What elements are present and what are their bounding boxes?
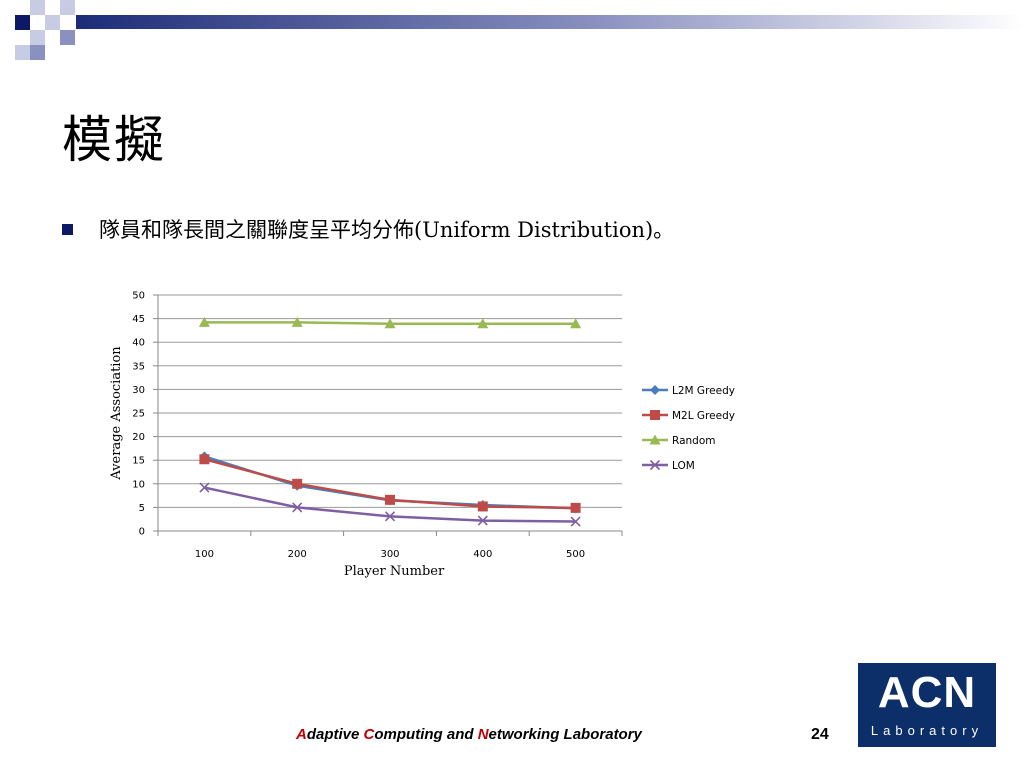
page-number: 24 [811,726,829,743]
footer-part: N [477,726,489,743]
header-decoration [15,0,1024,60]
decor-square [15,45,30,60]
x-tick-label: 200 [288,549,307,560]
data-point [198,316,210,327]
y-tick-label: 45 [132,314,145,325]
y-tick-label: 25 [132,409,145,420]
bullet-text: 隊員和隊長間之關聯度呈平均分佈(Uniform Distribution)。 [99,218,675,242]
decor-square [60,30,75,45]
data-point [477,318,489,329]
decor-square [60,0,75,15]
decor-square [30,0,45,15]
logo-sub-text: Laboratory [870,723,984,738]
y-axis-label: Average Association [109,346,124,481]
line-chart: Average Association Player Number 0 5 10 15… [109,291,735,580]
slide-title: 模擬 [62,111,166,169]
y-tick-label: 20 [132,432,145,443]
footer-part: etworking Laboratory [488,726,642,743]
footer-part: C [363,726,375,743]
legend-marker [650,385,660,395]
data-point [477,515,488,526]
legend-label: LOM [672,460,695,472]
header-gradient-bar [76,15,1024,29]
legend-marker [650,410,660,420]
decor-square [30,30,45,45]
data-point [477,501,488,512]
data-point [570,502,581,513]
data-point [385,494,395,505]
decor-square [15,15,30,30]
data-point [199,482,210,493]
footer-lab-name: Adaptive Computing and Networking Labora… [296,726,642,743]
x-tick-label: 400 [473,549,492,560]
legend-label: L2M Greedy [672,385,735,397]
data-point [291,316,303,327]
x-tick-label: 500 [566,549,585,560]
data-point [570,318,582,329]
x-tick-label: 100 [195,549,214,560]
x-axis-label: Player Number [344,564,445,579]
y-tick-label: 0 [139,527,145,538]
footer-part: A [296,726,307,743]
legend-label: M2L Greedy [672,410,735,422]
bullet-item: 隊員和隊長間之關聯度呈平均分佈(Uniform Distribution)。 [62,214,674,244]
y-tick-label: 40 [132,338,145,349]
y-tick-label: 10 [132,479,145,490]
bullet-square-icon [62,223,73,235]
data-point [292,502,303,513]
data-point [199,454,210,465]
y-tick-label: 35 [132,361,145,372]
y-tick-label: 5 [139,503,145,514]
y-tick-label: 30 [132,385,145,396]
x-tick-label: 300 [380,549,399,560]
footer-part: omputing and [374,726,478,743]
logo-main-text: ACN [877,668,977,717]
footer-part: daptive [306,726,364,743]
y-tick-label: 15 [132,456,145,467]
legend-marker [649,434,661,445]
y-tick-label: 50 [132,291,145,302]
legend-label: Random [672,435,715,447]
decor-square [45,15,60,30]
acn-logo: ACN Laboratory [858,663,996,747]
data-point [570,516,581,527]
data-point [292,478,303,489]
decor-square [30,45,45,60]
legend-marker [649,459,661,471]
data-point [384,318,396,329]
data-point [384,511,396,522]
